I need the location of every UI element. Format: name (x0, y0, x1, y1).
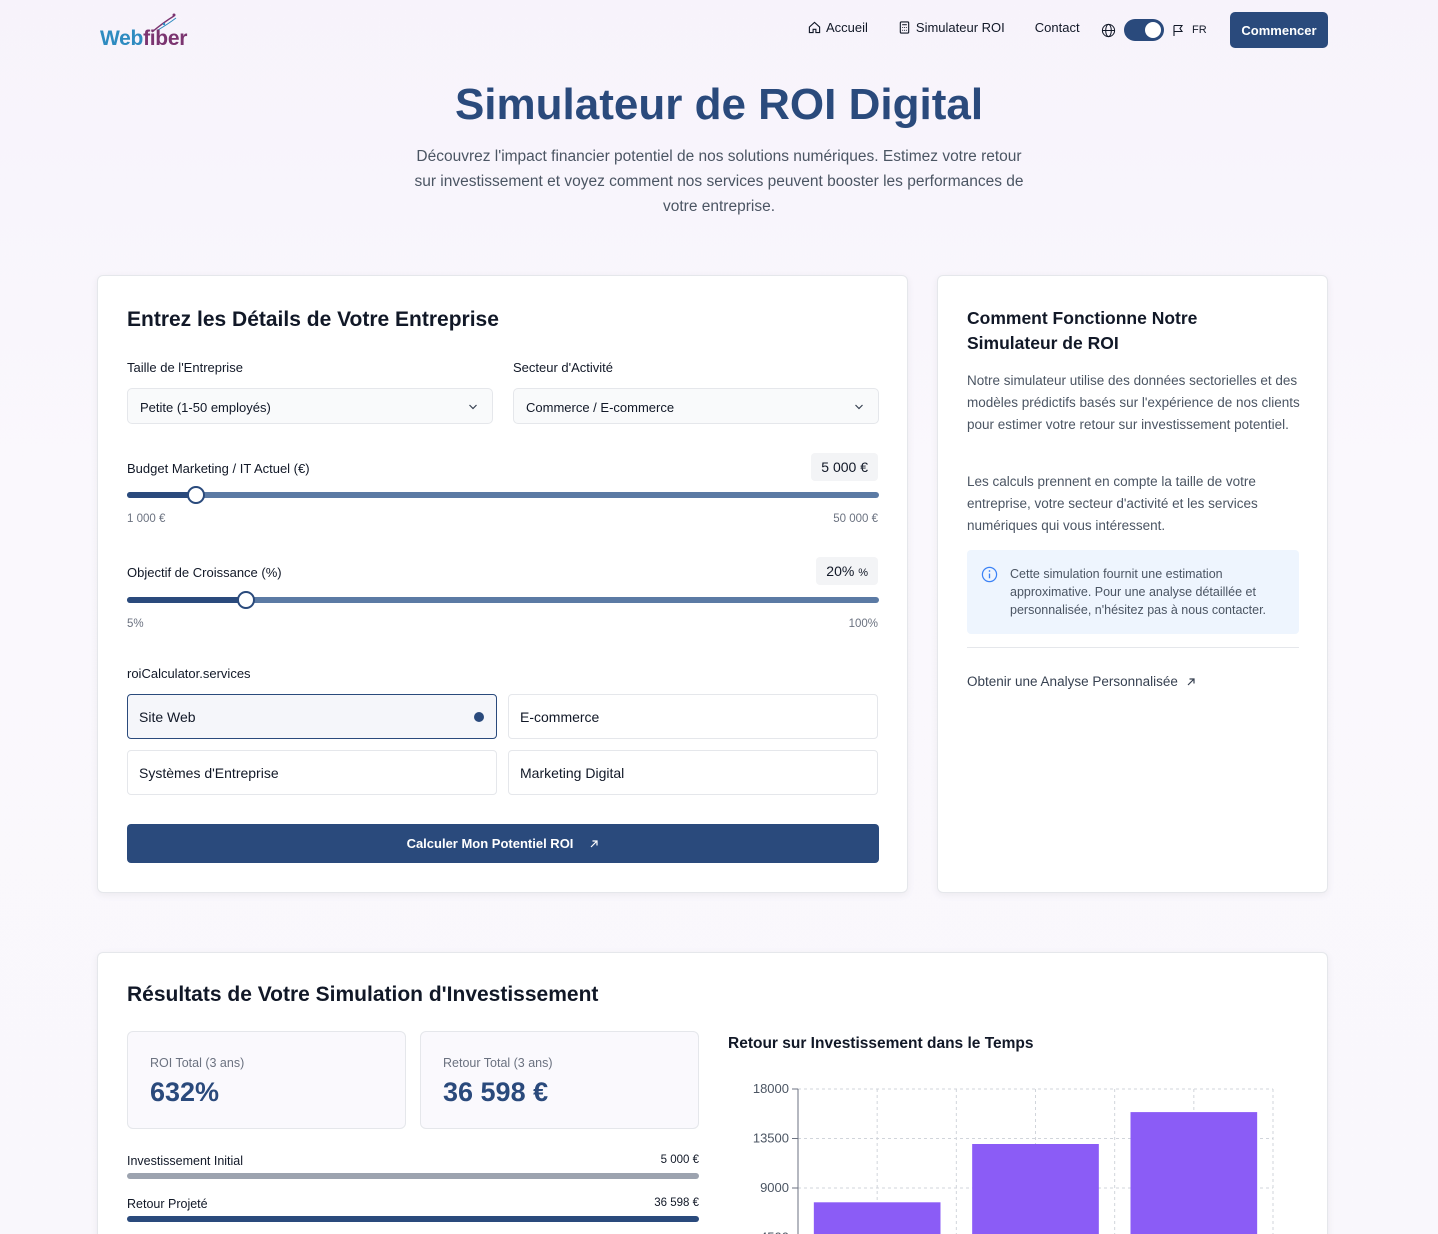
divider (967, 647, 1299, 648)
chart-bars (813, 1112, 1258, 1234)
chevron-down-icon (469, 404, 477, 410)
growth-unit: % (858, 567, 868, 579)
globe-icon (1101, 23, 1116, 37)
roi-over-time-chart: 4500 9000 13500 18000 (753, 1081, 1274, 1234)
form-title: Entrez les Détails de Votre Entreprise (127, 308, 499, 331)
growth-min-label: 5% (127, 618, 144, 630)
service-option-website[interactable]: Site Web (127, 694, 497, 739)
budget-slider[interactable] (127, 486, 879, 504)
arrow-up-right-icon (590, 839, 599, 847)
chart-bar[interactable] (1130, 1112, 1258, 1234)
company-size-label: Taille de l'Entreprise (127, 360, 243, 375)
start-button[interactable]: Commencer (1230, 12, 1328, 48)
y-tick-label: 13500 (753, 1131, 789, 1146)
growth-slider[interactable] (127, 591, 879, 609)
service-option-enterprise-systems[interactable]: Systèmes d'Entreprise (127, 750, 497, 795)
company-size-select[interactable]: Petite (1-50 employés) (127, 388, 493, 424)
y-tick-label: 9000 (760, 1180, 789, 1195)
logo-text: Webfiber (100, 27, 188, 50)
arrow-up-right-icon (1187, 677, 1195, 685)
header: Webfiber Accueil Simulateur ROI Contact … (0, 0, 1438, 62)
language-switcher: FR (1101, 19, 1207, 41)
info-icon (981, 566, 998, 583)
flag-icon (1173, 24, 1184, 36)
return-total-label: Retour Total (3 ans) (443, 1056, 553, 1070)
personalized-analysis-link[interactable]: Obtenir une Analyse Personnalisée (967, 674, 1196, 689)
info-paragraph-1: Notre simulateur utilise des données sec… (967, 373, 1300, 432)
projected-return-value: 36 598 € (654, 1197, 699, 1209)
service-label: Marketing Digital (520, 765, 625, 781)
service-label: E-commerce (520, 709, 600, 725)
projected-return-bar (127, 1216, 699, 1222)
chart-grid (798, 1088, 1274, 1234)
service-label: Systèmes d'Entreprise (139, 765, 279, 781)
sector-select[interactable]: Commerce / E-commerce (513, 388, 879, 424)
calculator-icon (899, 21, 910, 34)
roi-total-box: ROI Total (3 ans) 632% (127, 1031, 406, 1129)
roi-total-label: ROI Total (3 ans) (150, 1056, 245, 1070)
chart-bar[interactable] (972, 1144, 1099, 1234)
service-option-digital-marketing[interactable]: Marketing Digital (508, 750, 878, 795)
chart-bar[interactable] (813, 1202, 941, 1234)
calculate-roi-button[interactable]: Calculer Mon Potentiel ROI (127, 824, 879, 863)
results-title: Résultats de Votre Simulation d'Investis… (127, 983, 599, 1006)
how-it-works-card: Comment Fonctionne Notre Simulateur de R… (937, 275, 1328, 893)
nav-roi-label: Simulateur ROI (915, 20, 1005, 35)
info-paragraph-2: Les calculs prennent en compte la taille… (967, 474, 1258, 533)
return-total-box: Retour Total (3 ans) 36 598 € (420, 1031, 699, 1129)
service-option-ecommerce[interactable]: E-commerce (508, 694, 878, 739)
chart-title: Retour sur Investissement dans le Temps (728, 1035, 1034, 1052)
info-note-text: Cette simulation fournit une estimation … (1010, 567, 1267, 617)
company-size-value: Petite (1-50 employés) (140, 400, 271, 415)
info-title: Comment Fonctionne Notre Simulateur de R… (967, 308, 1198, 353)
nav-contact[interactable]: Contact (1035, 20, 1080, 35)
roi-total-value: 632% (150, 1077, 220, 1107)
nav-roi-simulator[interactable]: Simulateur ROI (898, 20, 1005, 35)
page-title: Simulateur de ROI Digital (454, 80, 984, 129)
chart-axis: 4500 9000 13500 18000 (753, 1081, 799, 1234)
growth-slider-thumb[interactable] (236, 591, 255, 609)
return-total-value: 36 598 € (443, 1077, 549, 1107)
growth-slider-fill (127, 597, 246, 603)
budget-slider-thumb[interactable] (187, 486, 205, 504)
budget-value-badge: 5 000 € (811, 453, 878, 481)
sector-value: Commerce / E-commerce (526, 400, 675, 415)
service-label: Site Web (139, 709, 196, 725)
chevron-down-icon (855, 404, 863, 410)
personalized-analysis-label: Obtenir une Analyse Personnalisée (967, 674, 1178, 689)
growth-value: 20% (826, 563, 855, 579)
calculate-roi-label: Calculer Mon Potentiel ROI (406, 836, 574, 851)
nav-contact-label: Contact (1034, 20, 1080, 35)
logo-swoosh-icon (151, 13, 177, 33)
growth-value-badge: 20% % (816, 557, 878, 585)
initial-investment-bar (127, 1173, 699, 1179)
services-label: roiCalculator.services (127, 666, 251, 681)
page-subtitle: Découvrez l'impact financier potentiel d… (414, 148, 1024, 215)
logo[interactable]: Webfiber (100, 12, 196, 52)
sector-label: Secteur d'Activité (513, 360, 614, 375)
y-tick-label: 18000 (753, 1081, 789, 1096)
language-toggle[interactable] (1124, 19, 1164, 41)
info-note: Cette simulation fournit une estimation … (967, 550, 1299, 634)
selected-indicator-icon (474, 712, 484, 722)
growth-label: Objectif de Croissance (%) (127, 565, 282, 580)
nav-home-label: Accueil (826, 20, 868, 35)
budget-slider-fill (127, 492, 196, 498)
budget-max-label: 50 000 € (833, 513, 878, 525)
budget-min-label: 1 000 € (127, 513, 166, 525)
company-details-card: Entrez les Détails de Votre Entreprise T… (97, 275, 908, 893)
results-card: Résultats de Votre Simulation d'Investis… (97, 952, 1328, 1234)
growth-max-label: 100% (848, 618, 878, 630)
initial-investment-value: 5 000 € (660, 1154, 699, 1166)
budget-label: Budget Marketing / IT Actuel (€) (127, 461, 310, 476)
initial-investment-label: Investissement Initial (127, 1154, 244, 1168)
main-nav: Accueil Simulateur ROI Contact (808, 20, 1110, 35)
projected-return-label: Retour Projeté (127, 1197, 208, 1211)
y-tick-label: 4500 (760, 1230, 789, 1234)
language-code: FR (1192, 24, 1207, 36)
nav-home[interactable]: Accueil (808, 20, 868, 35)
home-icon (808, 21, 821, 34)
